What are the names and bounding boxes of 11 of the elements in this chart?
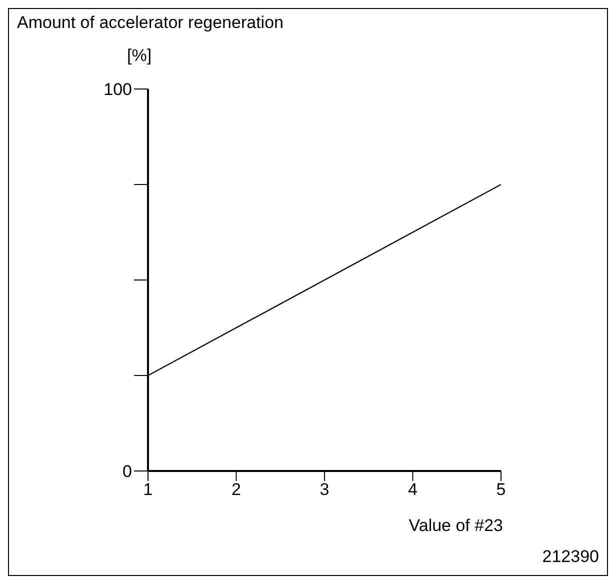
text: 212390 xyxy=(542,547,599,567)
x-tick-label: 1 xyxy=(143,480,153,500)
x-tick-label: 3 xyxy=(320,480,330,500)
y-tick-label: 100 xyxy=(104,80,132,100)
x-axis-title: Value of #23 xyxy=(408,516,503,536)
y-tick-label: 0 xyxy=(122,462,132,482)
x-tick-label: 2 xyxy=(232,480,241,500)
chart-title: Amount of accelerator regeneration xyxy=(17,13,284,33)
x-tick-label: 4 xyxy=(408,480,418,500)
y-axis-title: [%] xyxy=(127,46,152,66)
x-tick-label: 5 xyxy=(496,480,506,500)
